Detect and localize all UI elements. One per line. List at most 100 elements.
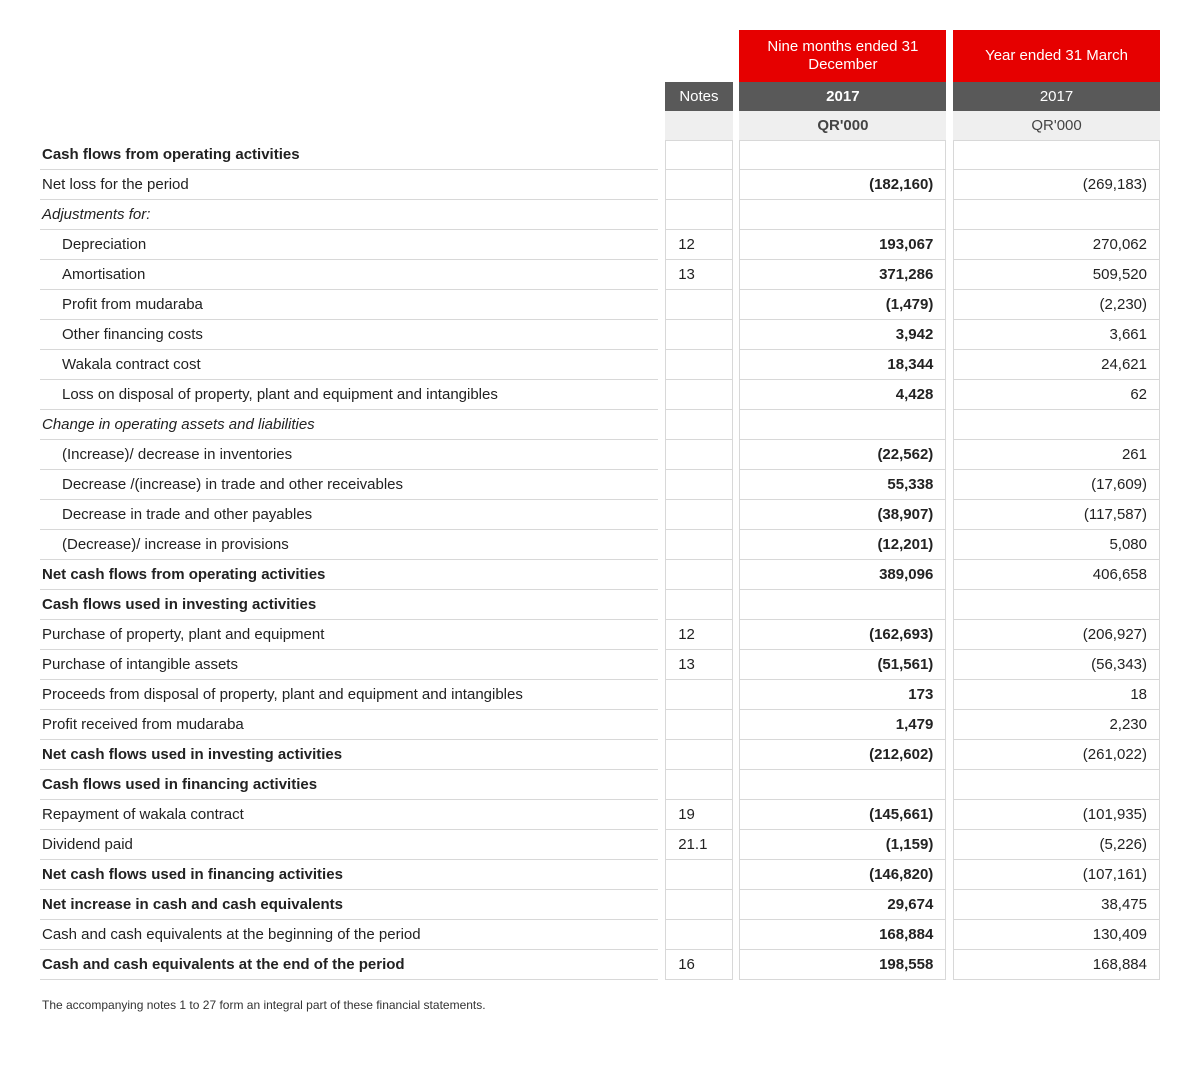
table-row: Amortisation13371,286509,520 [40,260,1160,290]
row-label: Amortisation [40,260,658,290]
row-value-dec: (12,201) [739,530,946,560]
row-label: Cash and cash equivalents at the end of … [40,950,658,980]
row-value-dec: 3,942 [739,320,946,350]
row-value-mar: 168,884 [953,950,1160,980]
row-value-mar [953,200,1160,230]
row-note: 16 [665,950,732,980]
row-label: Net cash flows used in investing activit… [40,740,658,770]
row-value-mar: 2,230 [953,710,1160,740]
row-label: Purchase of property, plant and equipmen… [40,620,658,650]
row-value-mar: (2,230) [953,290,1160,320]
table-row: (Decrease)/ increase in provisions (12,20… [40,530,1160,560]
table-row: Purchase of intangible assets13(51,561)(… [40,650,1160,680]
row-note [665,290,732,320]
row-value-mar: 24,621 [953,350,1160,380]
row-label: Depreciation [40,230,658,260]
period1-unit: QR'000 [739,111,946,140]
row-note [665,590,732,620]
row-label: Proceeds from disposal of property, plan… [40,680,658,710]
row-value-dec [739,140,946,170]
row-value-dec: (145,661) [739,800,946,830]
table-row: Profit from mudaraba (1,479)(2,230) [40,290,1160,320]
table-row: Net cash flows used in investing activit… [40,740,1160,770]
row-label: Cash flows from operating activities [40,140,658,170]
row-value-dec: 1,479 [739,710,946,740]
table-row: Loss on disposal of property, plant and … [40,380,1160,410]
row-note [665,770,732,800]
table-row: Wakala contract cost18,34424,621 [40,350,1160,380]
row-label: Decrease in trade and other payables [40,500,658,530]
table-row: Cash and cash equivalents at the end of … [40,950,1160,980]
row-value-dec: (162,693) [739,620,946,650]
row-value-mar: (261,022) [953,740,1160,770]
table-row: Net cash flows from operating activities… [40,560,1160,590]
row-value-mar: (17,609) [953,470,1160,500]
row-note [665,500,732,530]
row-value-dec: 173 [739,680,946,710]
row-value-mar: (101,935) [953,800,1160,830]
row-note [665,350,732,380]
row-value-mar: 62 [953,380,1160,410]
row-value-mar: 270,062 [953,230,1160,260]
row-note [665,140,732,170]
table-row: Adjustments for: [40,200,1160,230]
row-value-dec: 193,067 [739,230,946,260]
row-note [665,560,732,590]
period1-year: 2017 [739,82,946,111]
period2-year: 2017 [953,82,1160,111]
row-value-dec: (22,562) [739,440,946,470]
row-value-dec: (1,479) [739,290,946,320]
row-value-dec [739,770,946,800]
table-row: Net increase in cash and cash equivalent… [40,890,1160,920]
row-value-mar: (107,161) [953,860,1160,890]
row-value-dec [739,200,946,230]
row-note [665,380,732,410]
row-note [665,200,732,230]
row-value-dec: (51,561) [739,650,946,680]
footnote: The accompanying notes 1 to 27 form an i… [40,998,1160,1012]
period2-unit: QR'000 [953,111,1160,140]
row-note [665,320,732,350]
row-value-dec: 168,884 [739,920,946,950]
table-row: Proceeds from disposal of property, plan… [40,680,1160,710]
period2-title: Year ended 31 March [953,30,1160,82]
row-value-dec [739,590,946,620]
row-value-dec: (182,160) [739,170,946,200]
row-label: Profit from mudaraba [40,290,658,320]
row-label: Repayment of wakala contract [40,800,658,830]
table-row: Other financing costs3,9423,661 [40,320,1160,350]
row-label: (Increase)/ decrease in inventories [40,440,658,470]
row-note [665,470,732,500]
row-value-mar [953,410,1160,440]
row-note [665,530,732,560]
row-label: Cash flows used in investing activities [40,590,658,620]
row-label: (Decrease)/ increase in provisions [40,530,658,560]
row-value-dec: (212,602) [739,740,946,770]
row-value-dec: (146,820) [739,860,946,890]
table-row: Cash flows used in financing activities [40,770,1160,800]
row-label: Decrease /(increase) in trade and other … [40,470,658,500]
table-row: Net cash flows used in financing activit… [40,860,1160,890]
cashflow-table: Nine months ended 31 December Year ended… [40,30,1160,980]
row-label: Net cash flows from operating activities [40,560,658,590]
table-row: Decrease /(increase) in trade and other … [40,470,1160,500]
table-row: Repayment of wakala contract19(145,661)(… [40,800,1160,830]
table-header: Nine months ended 31 December Year ended… [40,30,1160,140]
row-note [665,860,732,890]
table-row: Purchase of property, plant and equipmen… [40,620,1160,650]
row-value-dec: 4,428 [739,380,946,410]
row-label: Change in operating assets and liabiliti… [40,410,658,440]
row-value-mar [953,770,1160,800]
row-label: Net loss for the period [40,170,658,200]
row-note: 13 [665,260,732,290]
table-row: Cash flows used in investing activities [40,590,1160,620]
row-label: Cash flows used in financing activities [40,770,658,800]
row-value-mar: (117,587) [953,500,1160,530]
period1-title: Nine months ended 31 December [739,30,946,82]
row-value-mar: 509,520 [953,260,1160,290]
row-value-mar: (269,183) [953,170,1160,200]
row-value-dec [739,410,946,440]
row-value-mar: 406,658 [953,560,1160,590]
row-label: Purchase of intangible assets [40,650,658,680]
notes-header: Notes [665,82,732,111]
